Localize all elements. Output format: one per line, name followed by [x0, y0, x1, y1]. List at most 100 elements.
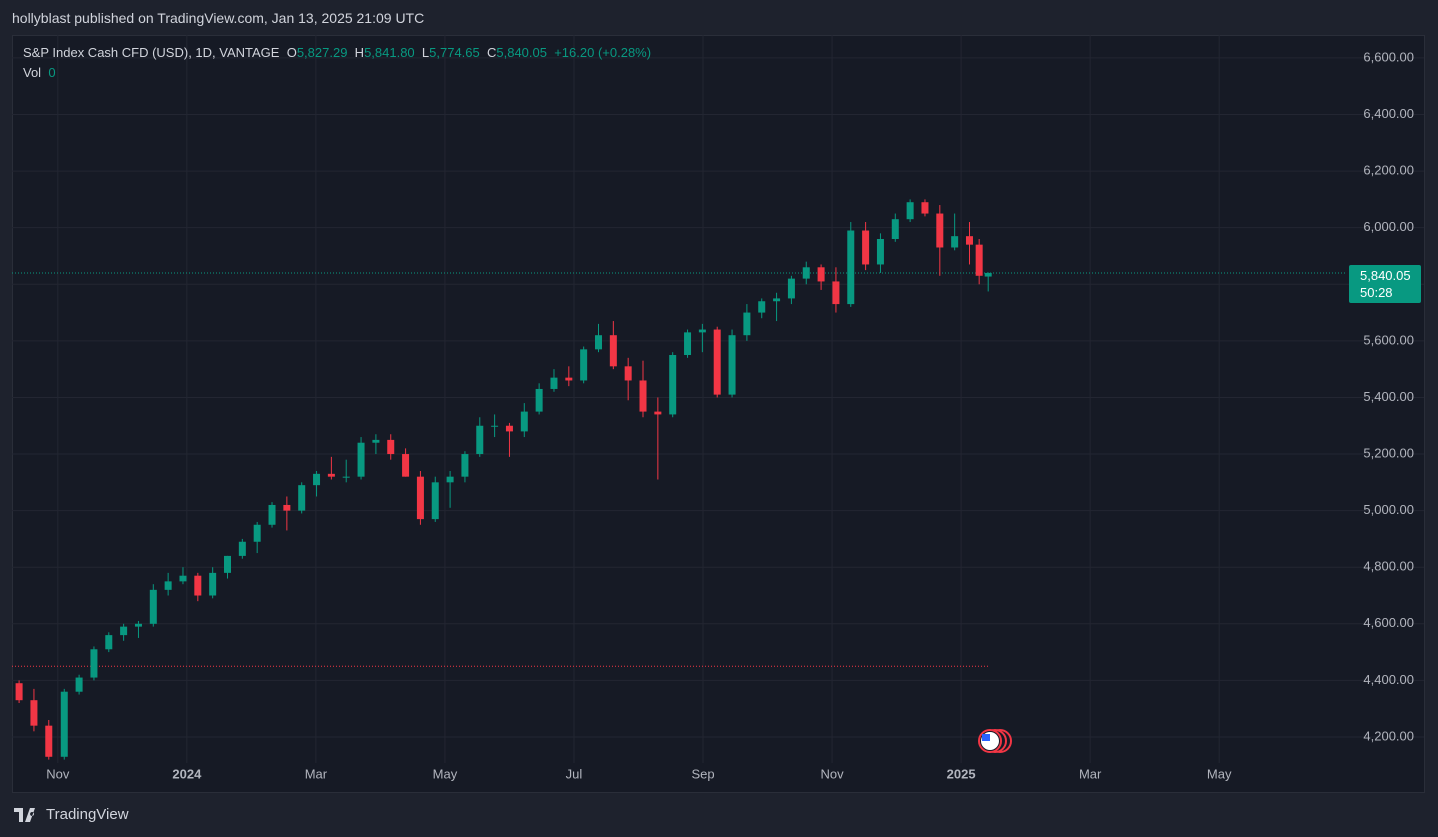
last-price: 5,840.05 — [1360, 268, 1411, 283]
candle-body — [787, 278, 795, 299]
candle-body — [624, 366, 632, 381]
candle-body — [283, 504, 291, 511]
candle-body — [387, 439, 395, 455]
candle-body — [921, 202, 929, 214]
candle-body — [876, 239, 884, 265]
candle-body — [476, 425, 484, 455]
candle-body — [105, 635, 113, 650]
x-tick-label: 2024 — [172, 766, 202, 781]
chart-panel — [12, 35, 1425, 793]
y-tick-label: 5,400.00 — [1363, 389, 1414, 404]
candle-body — [238, 541, 246, 556]
candle-body — [15, 683, 23, 701]
legend-value: 5,827.29 — [296, 45, 348, 60]
x-tick-label: May — [433, 766, 458, 781]
y-tick-label: 5,200.00 — [1363, 445, 1414, 460]
ohlc-row: S&P Index Cash CFD (USD), 1D, VANTAGE O5… — [23, 45, 651, 60]
candle-body — [164, 581, 172, 590]
legend-key: C — [486, 45, 497, 60]
candle-body — [639, 380, 647, 412]
candle-body — [520, 411, 528, 432]
candle-body — [298, 485, 306, 511]
event-flag — [978, 729, 1012, 753]
candle-body — [179, 575, 187, 582]
candle-body — [505, 425, 513, 432]
candle-body — [446, 476, 454, 483]
candle-body — [372, 439, 380, 443]
x-tick-label: Jul — [566, 766, 583, 781]
candle-body — [609, 335, 617, 367]
candle-body — [862, 230, 870, 265]
x-tick-label: Nov — [820, 766, 844, 781]
candle-body — [491, 425, 499, 427]
candle-body — [817, 267, 825, 282]
candle-body — [134, 623, 142, 627]
candle-body — [194, 575, 202, 596]
candle-body — [565, 377, 573, 381]
candle-body — [550, 377, 558, 389]
candle-body — [773, 298, 781, 302]
brand-logo — [14, 807, 35, 822]
candle-body — [60, 691, 68, 757]
candle-body — [847, 230, 855, 305]
volume-value: 0 — [48, 65, 56, 80]
candle-body — [975, 244, 983, 276]
candle-body — [594, 335, 602, 350]
candle-body — [758, 301, 766, 313]
y-tick-label: 4,400.00 — [1363, 672, 1414, 687]
candle-body — [75, 677, 83, 692]
candle-body — [906, 202, 914, 220]
candle-body — [90, 649, 98, 678]
volume-label: Vol — [23, 65, 42, 80]
candle-body — [357, 442, 365, 477]
candle-body — [120, 626, 128, 636]
x-tick-label: Nov — [46, 766, 70, 781]
brand-name: TradingView — [46, 806, 129, 823]
y-tick-label: 4,200.00 — [1363, 728, 1414, 743]
candle-body — [654, 411, 662, 415]
candle-body — [698, 329, 706, 333]
candle-body — [535, 388, 543, 412]
symbol: S&P Index Cash CFD (USD), 1D, VANTAGE — [23, 45, 280, 60]
candle-body — [342, 476, 350, 478]
y-tick-label: 6,000.00 — [1363, 219, 1414, 234]
x-tick-label: 2025 — [947, 766, 976, 781]
x-tick-label: Mar — [1079, 766, 1102, 781]
publisher: hollyblast published on TradingView.com,… — [12, 10, 425, 26]
candle-body — [45, 725, 53, 757]
candle-body — [313, 473, 321, 486]
candle-body — [268, 504, 276, 525]
candle-body — [402, 454, 410, 477]
candle-body — [149, 589, 157, 624]
candle-body — [936, 213, 944, 248]
candle-body — [891, 219, 899, 240]
y-tick-label: 4,800.00 — [1363, 559, 1414, 574]
y-tick-label: 4,600.00 — [1363, 615, 1414, 630]
brand: TradingView — [14, 806, 129, 823]
legend-key: L — [421, 45, 430, 60]
legend-value: 5,841.80 — [364, 45, 415, 60]
legend-value: 5,774.65 — [429, 45, 480, 60]
volume-row: Vol 0 — [23, 65, 651, 80]
y-tick-label: 5,600.00 — [1363, 332, 1414, 347]
candle-body — [580, 349, 588, 381]
x-tick-label: Mar — [305, 766, 328, 781]
flag-canton — [982, 734, 990, 741]
y-tick-label: 5,000.00 — [1363, 502, 1414, 517]
candle-body — [431, 482, 439, 520]
legend-key: O — [286, 45, 297, 60]
candle-body — [669, 355, 677, 415]
y-tick-label: 6,200.00 — [1363, 163, 1414, 178]
last-price-label: 5,840.05 50:28 — [1349, 265, 1421, 303]
legend-key: H — [354, 45, 365, 60]
candle-body — [461, 454, 469, 477]
candle-body — [209, 572, 217, 596]
candle-body — [713, 329, 721, 395]
candle-body — [253, 524, 261, 542]
change: +16.20 (+0.28%) — [554, 45, 652, 60]
candle-body — [416, 476, 424, 520]
candle-body — [327, 473, 335, 477]
y-tick-label: 6,400.00 — [1363, 106, 1414, 121]
